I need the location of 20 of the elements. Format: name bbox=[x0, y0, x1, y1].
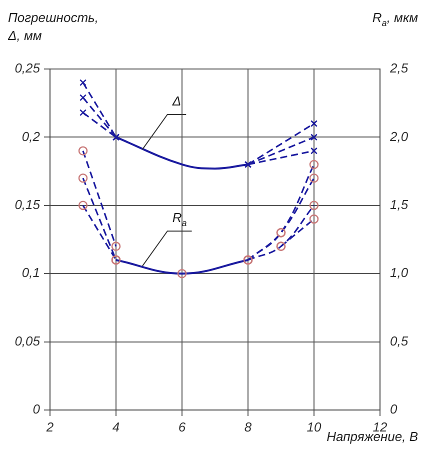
y2-tick-label: 2,0 bbox=[389, 128, 409, 144]
y-tick-label: 0,2 bbox=[22, 128, 41, 144]
x-tick-label: 2 bbox=[45, 419, 54, 434]
y2-tick-label: 0,5 bbox=[390, 333, 409, 348]
y2-tick-label: 2,5 bbox=[389, 60, 409, 76]
x-tick-label: 4 bbox=[112, 419, 120, 434]
x-tick-label: 6 bbox=[178, 419, 186, 434]
y-tick-label: 0,25 bbox=[14, 60, 41, 76]
y-tick-label: 0,15 bbox=[14, 197, 41, 212]
y-axis-title: Погрешность, Δ, мм bbox=[7, 10, 98, 43]
x-tick-label: 10 bbox=[306, 419, 322, 434]
text: Δ bbox=[171, 93, 182, 108]
y-tick-label: 0,05 bbox=[14, 333, 41, 348]
y2-tick-label: 1,5 bbox=[390, 197, 409, 212]
y-tick-label: 0,1 bbox=[22, 265, 40, 280]
y-tick-label: 0 bbox=[32, 402, 41, 417]
y2-tick-label: 0 bbox=[390, 402, 398, 417]
y2-tick-label: 1,0 bbox=[390, 265, 409, 280]
x-tick-label: 12 bbox=[372, 419, 388, 434]
x-tick-label: 8 bbox=[244, 419, 252, 434]
